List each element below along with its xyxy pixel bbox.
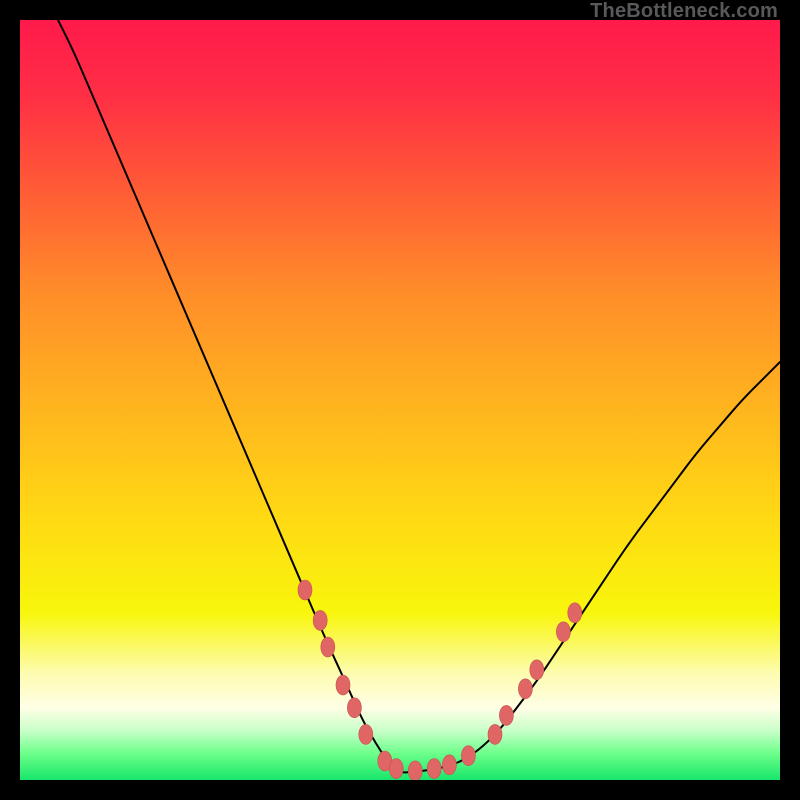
chart-frame: TheBottleneck.com [0, 0, 800, 800]
data-marker [298, 580, 312, 600]
data-marker [499, 705, 513, 725]
data-marker [389, 759, 403, 779]
data-marker [442, 755, 456, 775]
data-marker [427, 759, 441, 779]
plot-area [20, 20, 780, 780]
data-marker [408, 761, 422, 780]
data-marker [313, 610, 327, 630]
data-marker [359, 724, 373, 744]
data-marker [461, 746, 475, 766]
curve-layer [20, 20, 780, 780]
data-marker [568, 603, 582, 623]
data-markers [298, 580, 582, 780]
data-marker [488, 724, 502, 744]
data-marker [518, 679, 532, 699]
data-marker [530, 660, 544, 680]
data-marker [336, 675, 350, 695]
bottleneck-curve [58, 20, 780, 772]
watermark-text: TheBottleneck.com [590, 0, 778, 23]
data-marker [321, 637, 335, 657]
data-marker [347, 698, 361, 718]
data-marker [556, 622, 570, 642]
